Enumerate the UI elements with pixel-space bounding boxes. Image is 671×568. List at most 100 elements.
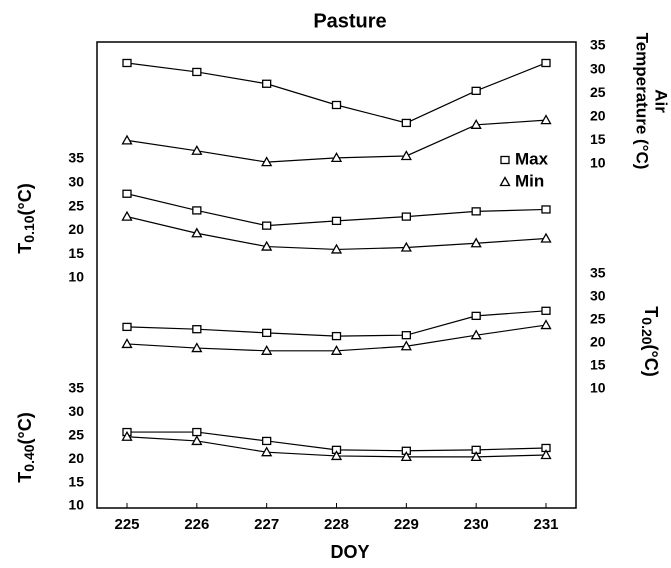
marker-triangle	[191, 342, 203, 353]
marker-triangle	[330, 344, 343, 355]
marker-triangle	[191, 435, 203, 446]
marker-triangle	[191, 227, 203, 238]
y-tick-label: 30	[590, 60, 606, 76]
x-tick-label: 231	[533, 516, 558, 533]
x-tick-label: 227	[254, 516, 279, 533]
marker-square	[331, 216, 342, 226]
marker-square	[471, 311, 481, 321]
y-tick-label: 10	[68, 269, 84, 285]
marker-square	[401, 118, 411, 128]
marker-square	[262, 79, 272, 88]
x-tick-label: 226	[184, 516, 209, 533]
x-tick-label: 225	[114, 516, 139, 533]
y-axis-label: T0.40(°C)	[15, 412, 37, 482]
marker-square	[541, 306, 551, 315]
marker-square	[331, 100, 342, 110]
marker-square	[471, 207, 481, 216]
marker-triangle	[400, 451, 412, 462]
marker-triangle	[330, 152, 343, 163]
y-axis-label-part: T	[15, 243, 35, 254]
y-tick-label: 20	[68, 221, 84, 237]
marker-square	[262, 328, 272, 338]
marker-triangle	[261, 344, 273, 355]
marker-square	[262, 221, 272, 230]
marker-square	[471, 86, 481, 95]
y-tick-label: 20	[68, 450, 84, 466]
y-tick-label: 25	[590, 84, 606, 100]
y-axis-label-part: T	[641, 306, 661, 317]
y-axis-label: Air	[652, 89, 671, 113]
marker-square	[122, 58, 132, 68]
y-tick-label: 15	[68, 245, 84, 261]
x-tick-label: 230	[464, 516, 489, 533]
x-tick-label: 228	[324, 516, 349, 533]
marker-square	[262, 436, 272, 446]
marker-triangle	[400, 340, 412, 351]
marker-triangle	[540, 319, 552, 330]
y-tick-label: 25	[68, 197, 84, 213]
y-tick-label: 35	[590, 37, 606, 53]
y-tick-label: 30	[590, 288, 606, 304]
marker-triangle	[470, 118, 482, 129]
legend-marker	[500, 155, 510, 165]
marker-triangle	[470, 329, 482, 340]
chart-title: Pasture	[313, 10, 386, 32]
marker-square	[122, 322, 132, 332]
y-tick-label: 10	[68, 497, 84, 513]
marker-square	[122, 189, 132, 198]
plot-frame	[96, 41, 577, 509]
marker-triangle	[540, 449, 552, 460]
marker-square	[192, 427, 202, 437]
y-axis-label: T0.10(°C)	[15, 183, 37, 253]
y-axis-label-part: (°C)	[641, 345, 661, 377]
marker-triangle	[540, 114, 552, 125]
y-axis-label-subscript: 0.10	[21, 215, 37, 242]
marker-triangle	[121, 430, 133, 441]
y-tick-label: 15	[590, 131, 606, 147]
y-tick-label: 25	[68, 427, 84, 443]
marker-triangle	[330, 243, 343, 254]
marker-triangle	[470, 451, 482, 462]
y-tick-label: 35	[68, 380, 84, 396]
y-tick-label: 35	[68, 150, 84, 166]
marker-square	[541, 205, 551, 214]
y-axis-label-subscript: 0.40	[21, 444, 37, 471]
marker-triangle	[261, 446, 273, 457]
marker-triangle	[121, 338, 133, 349]
marker-square	[401, 212, 411, 221]
y-axis-label-part: T	[15, 472, 35, 483]
y-tick-label: 20	[590, 334, 606, 350]
marker-triangle	[330, 450, 343, 461]
marker-triangle	[400, 241, 412, 252]
y-tick-label: 25	[590, 311, 606, 327]
y-tick-label: 35	[590, 265, 606, 281]
marker-square	[192, 67, 202, 77]
x-tick-label: 229	[394, 516, 419, 533]
x-axis-label: DOY	[330, 542, 369, 562]
marker-triangle	[191, 144, 203, 155]
marker-triangle	[470, 237, 482, 248]
marker-square	[541, 58, 551, 68]
marker-triangle	[121, 134, 133, 145]
marker-triangle	[261, 156, 273, 167]
marker-square	[192, 206, 202, 215]
marker-triangle	[400, 150, 412, 161]
y-tick-label: 30	[68, 403, 84, 419]
marker-square	[401, 331, 411, 340]
y-tick-label: 20	[590, 108, 606, 124]
legend-marker	[499, 176, 511, 187]
y-tick-label: 15	[68, 473, 84, 489]
y-tick-label: 10	[590, 155, 606, 171]
y-tick-label: 30	[68, 174, 84, 190]
legend-label: Min	[515, 171, 544, 190]
marker-triangle	[261, 240, 273, 251]
marker-triangle	[540, 232, 552, 243]
y-axis-label-part: (°C)	[15, 412, 35, 444]
legend-label: Max	[515, 149, 549, 168]
y-axis-label-subscript: 0.20	[639, 317, 655, 344]
marker-triangle	[121, 210, 133, 221]
y-tick-label: 15	[590, 357, 606, 373]
marker-square	[331, 331, 342, 341]
y-axis-label: T0.20(°C)	[639, 306, 661, 376]
